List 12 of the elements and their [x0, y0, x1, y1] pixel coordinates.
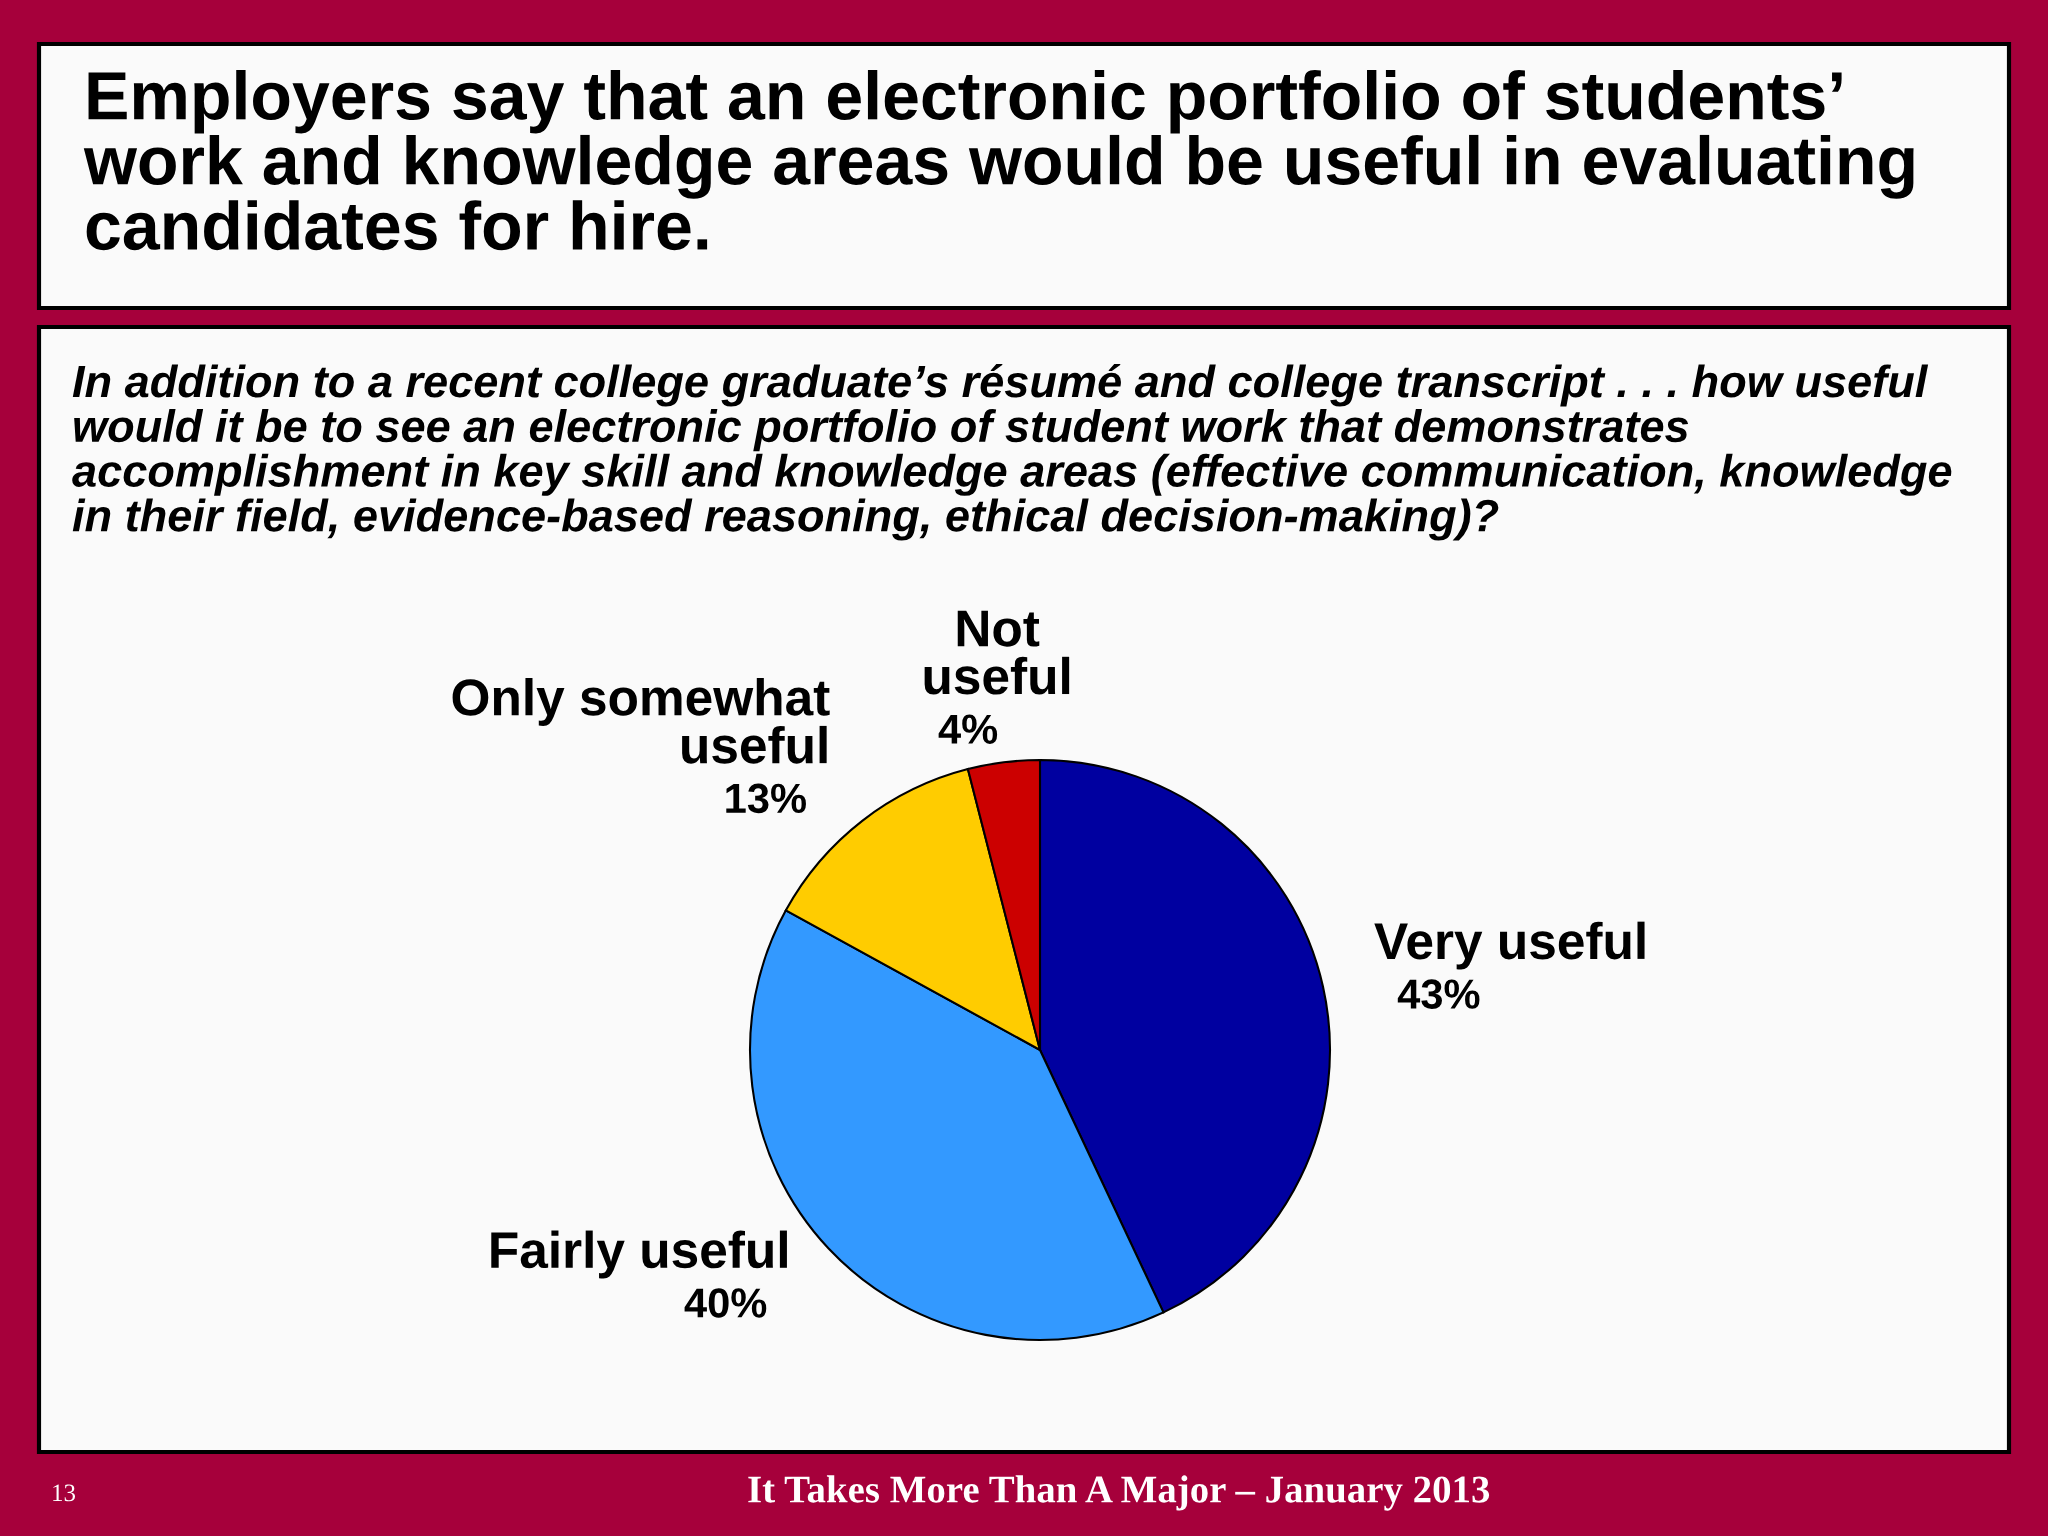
data-label: 13%: [726, 783, 806, 814]
data-label: 4%: [938, 714, 998, 744]
data-label: 40%: [684, 1288, 767, 1318]
chart-subtitle: In addition to a recent college graduate’s résumé and college transcript . . . how useful would it be to see an electronic portfolio of student work that demonstrates accomplishment in key skill and knowledge areas (effective communication, knowledge in their field, evidence-based reasoning, ethical decision-making)?: [72, 364, 1952, 541]
data-label: 43%: [1397, 979, 1480, 1009]
text: 13: [53, 1484, 76, 1502]
slice-label: Fairly useful: [491, 1230, 787, 1279]
slice-label: Not useful: [924, 610, 1070, 695]
slice-label: Only somewhat useful: [452, 678, 830, 764]
slice-label: Very useful: [1374, 921, 1645, 970]
text: It Takes More Than A Major – January 2013: [748, 1475, 1490, 1511]
chart-title: Employers say that an electronic portfolio of students’ work and knowledge areas would be useful in evaluating candidates for hire.: [83, 70, 1914, 251]
